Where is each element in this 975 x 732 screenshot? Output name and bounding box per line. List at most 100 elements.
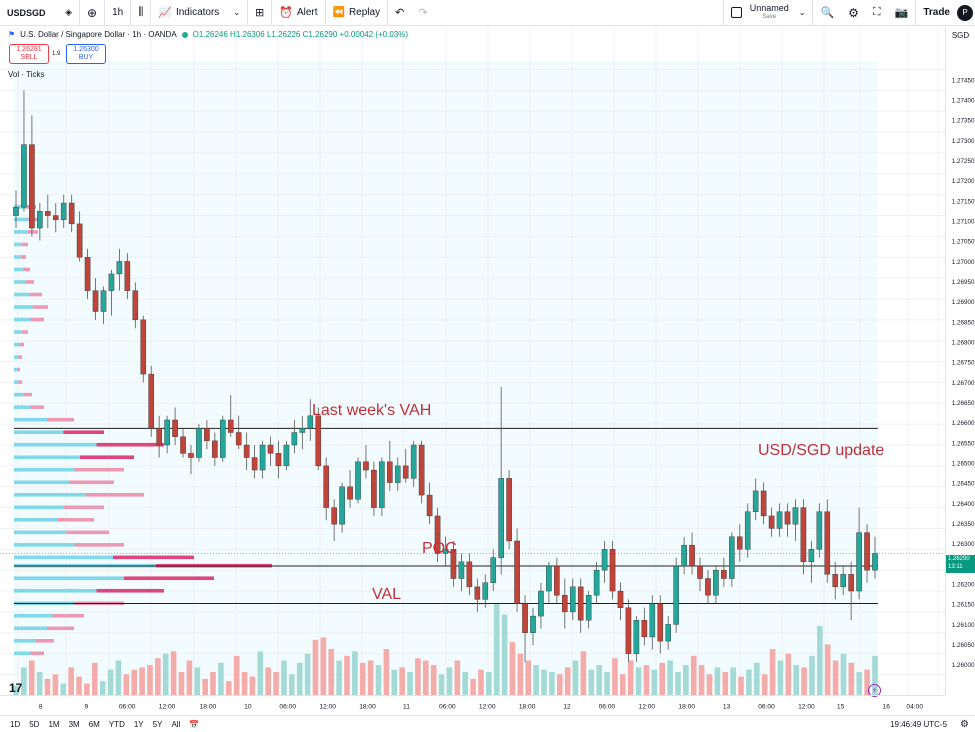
alert-button[interactable]: ⏰ Alert [272, 0, 326, 26]
candle-body [339, 486, 345, 525]
range-button-6m[interactable]: 6M [88, 719, 100, 729]
time-tick-label: 06:00 [758, 703, 775, 710]
volume-bar [722, 672, 729, 695]
replay-button[interactable]: ⏪ Replay [326, 0, 389, 26]
candle-body [243, 444, 250, 458]
profile-bar-pink [96, 588, 164, 593]
interval-label: 1h [112, 7, 124, 18]
axis-currency[interactable]: SGD [945, 27, 975, 43]
profile-bar-blue [14, 442, 97, 447]
price-axis[interactable]: 1.27450 1.27400 1.27350 1.27300 1.27250 1.272… [945, 43, 975, 695]
calendar-icon[interactable]: 📅 [189, 719, 200, 729]
candle-body [60, 202, 67, 220]
volume-bar [635, 667, 642, 695]
candle-body [37, 211, 43, 229]
lightning-icon[interactable]: ⚡ [868, 684, 881, 697]
zoom-search-icon: 🔍 [820, 7, 835, 19]
price-tick-label: 1.26400 [952, 501, 975, 508]
volume-bar [194, 667, 201, 695]
profile-bar-pink [74, 543, 124, 547]
range-button-1y[interactable]: 1Y [133, 719, 144, 729]
volume-bar [698, 665, 705, 695]
time-tick-label: 12:00 [159, 703, 176, 710]
buy-button[interactable]: 1.26300 BUY [66, 44, 106, 64]
candle-body [108, 273, 115, 291]
redo-button[interactable]: ↷ [411, 0, 434, 26]
volume-bar [564, 667, 571, 695]
profile-bar-blue [14, 492, 86, 497]
candle-body [76, 223, 83, 258]
profile-bar-pink [27, 230, 38, 234]
grid-icon: ⊞ [255, 7, 265, 19]
candle-body [219, 419, 226, 458]
undo-button[interactable]: ↶ [388, 0, 411, 26]
chart-type-button[interactable]: ⫼ [131, 0, 152, 26]
price-chart[interactable] [0, 27, 945, 695]
profile-bar-blue [14, 280, 25, 284]
volume-bar [470, 678, 476, 695]
candle-body [299, 428, 306, 433]
volume-bar [28, 660, 35, 695]
range-button-5d[interactable]: 5D [29, 719, 40, 729]
fullscreen-button[interactable]: ⛶ [866, 0, 888, 26]
profile-bar-pink [66, 530, 109, 535]
volume-bar [651, 669, 658, 695]
profile-bar-pink [32, 305, 48, 309]
quick-search-button[interactable]: 🔍 [813, 0, 841, 26]
indicators-button[interactable]: 📈 Indicators ⌄ [151, 0, 249, 26]
candle-body [172, 419, 178, 437]
volume-bar [620, 674, 626, 695]
volume-bar [706, 674, 713, 695]
candle-body [681, 544, 687, 567]
settings-gear-icon[interactable]: ⚙ [960, 718, 969, 730]
avatar[interactable]: P [957, 4, 973, 21]
price-tick-label: 1.27300 [952, 138, 975, 145]
symbol-name: USDSGD [7, 7, 46, 18]
volume-bar [21, 667, 27, 695]
candle-body [156, 428, 162, 446]
interval-button[interactable]: 1h [105, 0, 132, 26]
range-button-1d[interactable]: 1D [10, 719, 21, 729]
volume-bar [422, 660, 429, 695]
layout-menu[interactable]: Unnamed Save ⌄ [722, 0, 814, 26]
profile-bar-blue [14, 330, 22, 334]
profile-bar-blue [14, 392, 24, 397]
price-tick-label: 1.27150 [952, 198, 975, 205]
range-button-5y[interactable]: 5Y [152, 719, 163, 729]
snapshot-button[interactable]: 📷 [888, 0, 917, 26]
candle-body [736, 536, 743, 550]
candle-body [800, 507, 807, 563]
trade-button[interactable]: Trade [916, 0, 957, 26]
range-button-all[interactable]: All [171, 719, 181, 729]
volume-bar [415, 658, 421, 695]
compare-button[interactable]: ⊕ [80, 0, 106, 26]
volume-bar [817, 626, 823, 695]
volume-bar [769, 649, 776, 695]
time-axis[interactable]: 8 9 06:00 12:00 18:00 10 06:00 12:00 18:00 11 06:0… [0, 695, 945, 715]
candle-body [212, 440, 218, 458]
profile-bar-blue [14, 505, 64, 510]
range-button-3m[interactable]: 3M [68, 719, 80, 729]
templates-button[interactable]: ⊞ [248, 0, 273, 26]
sell-button[interactable]: 1.26281 SELL [9, 44, 49, 64]
candle-body [514, 540, 520, 604]
undo-icon: ↶ [395, 7, 405, 19]
chevron-down-icon: ⌄ [798, 8, 806, 17]
volume-bar [131, 669, 138, 695]
chart-legend: ⚑ U.S. Dollar / Singapore Dollar · 1h · … [8, 30, 408, 39]
tradingview-logo: 17 [9, 681, 23, 695]
profile-bar-pink [30, 317, 44, 322]
range-button-ytd[interactable]: YTD [108, 719, 125, 729]
profile-bar-blue [14, 292, 30, 297]
price-tick-label: 1.27250 [952, 158, 975, 165]
symbol-search[interactable]: USDSGD ◈ [0, 0, 80, 26]
profile-bar-pink [30, 651, 44, 656]
volume-bar [68, 667, 74, 695]
utc-clock[interactable]: 19:46:49 UTC-5 [890, 719, 948, 729]
volume-bar [588, 669, 595, 695]
camera-icon: 📷 [894, 7, 909, 19]
time-tick-label: 12:00 [479, 703, 496, 710]
range-button-1m[interactable]: 1M [48, 719, 60, 729]
settings-button[interactable]: ⚙ [841, 0, 866, 26]
profile-bar-blue [14, 543, 75, 547]
